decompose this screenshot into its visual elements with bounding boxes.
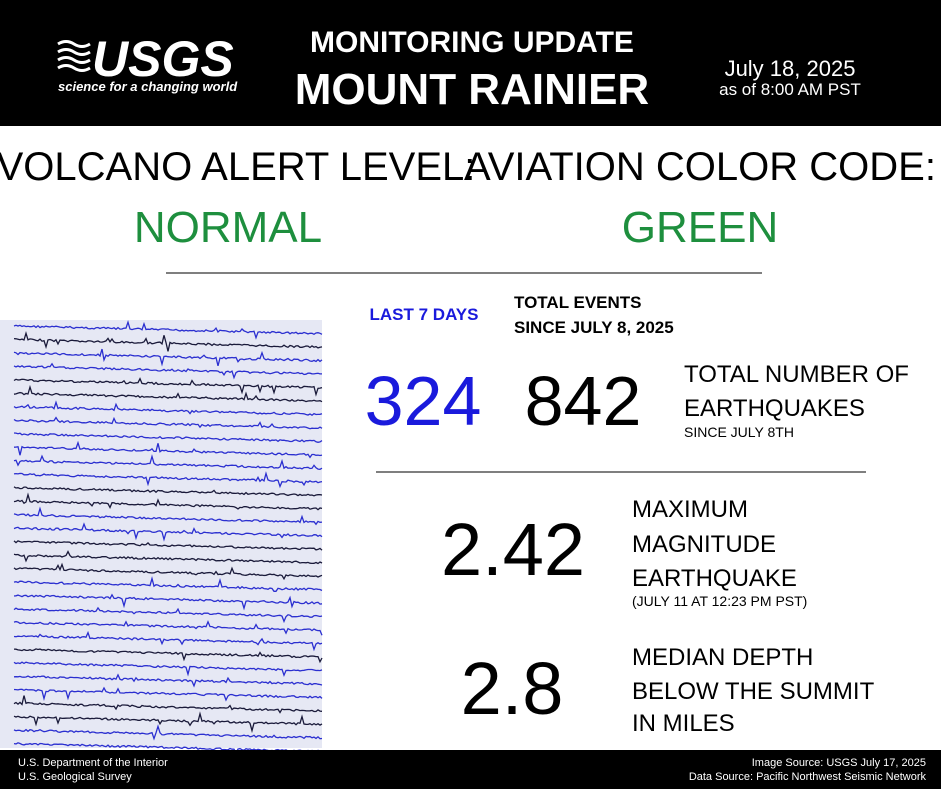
magnitude-description: EARTHQUAKE bbox=[632, 565, 797, 592]
seismogram-trace bbox=[13, 686, 323, 702]
seismogram-trace bbox=[13, 384, 323, 403]
seismogram-trace bbox=[13, 550, 323, 565]
seismogram-trace bbox=[13, 320, 323, 340]
seismogram-trace bbox=[13, 362, 322, 380]
seismogram-trace bbox=[13, 522, 323, 542]
title: MONITORING UPDATE bbox=[310, 26, 634, 59]
depth-value: 2.8 bbox=[461, 647, 564, 730]
footer-right: Image Source: USGS July 17, 2025 bbox=[752, 757, 926, 769]
depth-description: IN MILES bbox=[632, 710, 735, 737]
seismogram-trace bbox=[13, 630, 323, 652]
logo-text: USGS bbox=[92, 31, 234, 87]
seismogram-trace bbox=[13, 673, 323, 688]
header-bar bbox=[0, 0, 941, 126]
events-description: TOTAL NUMBER OF bbox=[684, 361, 909, 388]
time: as of 8:00 AM PST bbox=[719, 80, 861, 99]
aviation-label: AVIATION COLOR CODE: bbox=[464, 145, 936, 189]
footer-left: U.S. Geological Survey bbox=[18, 771, 132, 783]
magnitude-note: (JULY 11 AT 12:23 PM PST) bbox=[632, 593, 807, 609]
seismogram-trace bbox=[13, 606, 323, 624]
seismogram-trace bbox=[13, 471, 323, 489]
total-label: TOTAL EVENTS bbox=[514, 293, 642, 312]
seismogram-trace bbox=[13, 432, 323, 443]
footer-bar bbox=[0, 750, 941, 789]
seismogram-trace bbox=[13, 593, 323, 611]
total-label: SINCE JULY 8, 2025 bbox=[514, 318, 674, 337]
seismogram-trace bbox=[13, 331, 323, 352]
seismogram-trace bbox=[13, 486, 323, 497]
seismogram-trace bbox=[13, 416, 323, 430]
depth-description: MEDIAN DEPTH bbox=[632, 644, 813, 671]
alert-value: NORMAL bbox=[134, 203, 322, 252]
seismogram-trace bbox=[13, 540, 323, 551]
seismogram-trace bbox=[13, 348, 323, 367]
footer-right: Data Source: Pacific Northwest Seismic N… bbox=[689, 771, 927, 783]
logo-tagline: science for a changing world bbox=[58, 79, 238, 94]
seismogram-trace bbox=[13, 400, 323, 416]
seismogram-trace bbox=[13, 620, 323, 636]
seismogram-trace bbox=[13, 562, 323, 581]
seismogram-trace bbox=[13, 648, 323, 664]
seismogram-trace bbox=[13, 711, 323, 734]
date: July 18, 2025 bbox=[725, 56, 856, 81]
aviation-value: GREEN bbox=[622, 203, 778, 252]
magnitude-description: MAXIMUM bbox=[632, 496, 748, 523]
seismogram-trace bbox=[13, 506, 323, 526]
recent-label: LAST 7 DAYS bbox=[370, 305, 479, 324]
magnitude-value: 2.42 bbox=[441, 508, 585, 591]
seismogram-trace bbox=[13, 440, 323, 459]
depth-description: BELOW THE SUMMIT bbox=[632, 678, 875, 705]
recent-count: 324 bbox=[365, 362, 482, 440]
seismogram-trace bbox=[13, 695, 323, 714]
seismogram-trace bbox=[13, 377, 323, 397]
total-count: 842 bbox=[525, 362, 642, 440]
seismogram-image bbox=[0, 320, 323, 755]
alert-label: VOLCANO ALERT LEVEL: bbox=[0, 145, 475, 189]
seismogram-trace bbox=[13, 454, 323, 470]
footer-left: U.S. Department of the Interior bbox=[18, 757, 168, 769]
subtitle: MOUNT RAINIER bbox=[295, 65, 649, 114]
events-note: SINCE JULY 8TH bbox=[684, 424, 794, 440]
magnitude-description: MAGNITUDE bbox=[632, 531, 776, 558]
seismogram-trace bbox=[13, 576, 323, 592]
seismogram-trace bbox=[13, 492, 323, 511]
seismogram-trace bbox=[13, 724, 323, 741]
events-description: EARTHQUAKES bbox=[684, 395, 865, 422]
usgs-logo bbox=[57, 40, 91, 72]
seismogram-trace bbox=[13, 661, 323, 678]
